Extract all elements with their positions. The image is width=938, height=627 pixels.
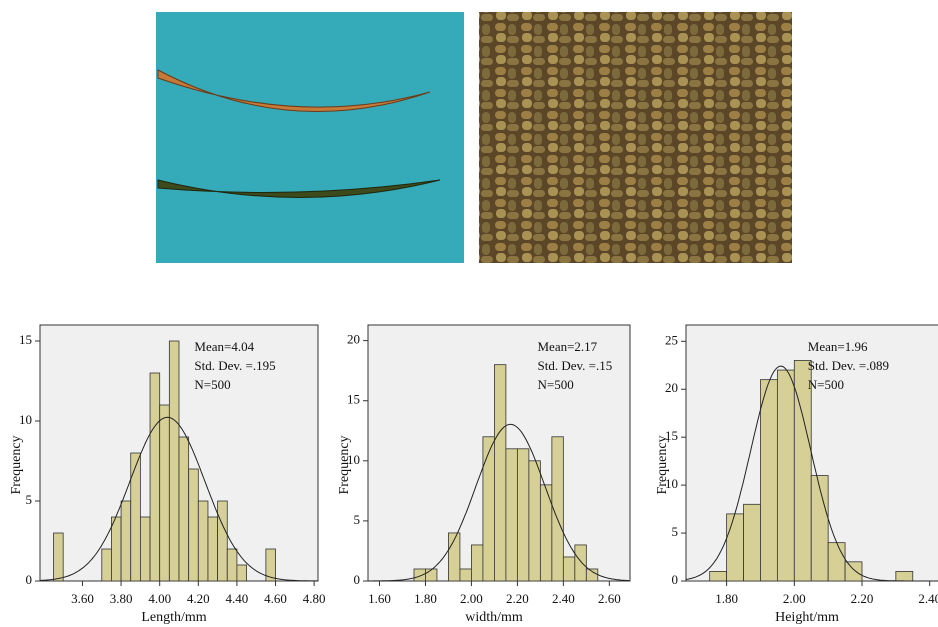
stat-annotation: Mean=4.04 [194, 339, 254, 354]
normal-curve [368, 423, 630, 582]
normal-curve [39, 416, 318, 582]
bar [236, 564, 247, 582]
bar [528, 460, 541, 582]
y-tick-label: 10 [347, 452, 360, 467]
y-tick-label: 5 [672, 524, 679, 539]
bar [895, 571, 914, 582]
bar [471, 544, 484, 582]
stat-annotation: Std. Dev. =.15 [537, 358, 612, 373]
bar [120, 500, 132, 582]
y-axis-title: Frequency [337, 435, 352, 494]
bar [459, 568, 472, 582]
x-tick-label: 1.80 [414, 591, 437, 606]
x-tick-label: 4.60 [264, 591, 287, 606]
bar [226, 548, 238, 582]
bar [494, 364, 507, 582]
bar [827, 542, 846, 582]
x-tick-label: 1.60 [368, 591, 391, 606]
stat-annotation: Mean=1.96 [808, 339, 868, 354]
bar [760, 379, 778, 582]
y-tick-label: 5 [354, 512, 361, 527]
bar [448, 532, 461, 582]
y-tick-label: 15 [347, 392, 360, 407]
normal-curve [685, 365, 938, 582]
x-axis-title: Height/mm [775, 610, 839, 625]
y-axis-title: Frequency [655, 435, 670, 494]
y-tick-label: 10 [19, 412, 32, 427]
bar [53, 532, 64, 582]
bar [793, 360, 812, 582]
y-tick-label: 10 [665, 476, 678, 491]
bar [207, 516, 219, 582]
y-tick-label: 25 [665, 332, 678, 347]
bar [188, 468, 199, 582]
bar [159, 404, 170, 582]
y-tick-label: 15 [19, 332, 32, 347]
bar [130, 452, 141, 582]
bar [168, 340, 180, 582]
bar [413, 568, 426, 582]
stat-annotation: Std. Dev. =.089 [808, 358, 889, 373]
stat-annotation: Mean=2.17 [537, 339, 597, 354]
seed-photo [479, 12, 792, 263]
bar [844, 561, 863, 582]
y-tick-label: 0 [672, 572, 679, 587]
y-tick-label: 15 [665, 428, 678, 443]
bar [810, 475, 829, 582]
bar [101, 548, 112, 582]
bar [574, 544, 587, 582]
bar [482, 436, 495, 582]
bar [425, 568, 438, 582]
bar [585, 568, 599, 582]
x-tick-label: 2.20 [851, 591, 874, 606]
bar [709, 571, 728, 582]
y-tick-label: 5 [26, 492, 33, 507]
x-tick-label: 2.60 [598, 591, 621, 606]
y-tick-label: 0 [26, 572, 33, 587]
x-tick-label: 3.80 [110, 591, 133, 606]
x-tick-label: 2.40 [918, 591, 938, 606]
x-tick-label: 2.40 [552, 591, 575, 606]
x-tick-label: 2.00 [783, 591, 806, 606]
bar [111, 516, 122, 582]
stat-annotation: N=500 [537, 377, 573, 392]
bar [516, 448, 530, 582]
bar [726, 513, 744, 582]
bar [197, 500, 209, 582]
y-tick-label: 20 [347, 332, 360, 347]
x-tick-label: 3.60 [71, 591, 94, 606]
x-tick-label: 2.20 [506, 591, 529, 606]
stat-annotation: N=500 [194, 377, 230, 392]
x-tick-label: 4.00 [148, 591, 171, 606]
bar [551, 436, 564, 582]
bar [505, 448, 518, 582]
stat-annotation: Std. Dev. =.195 [194, 358, 275, 373]
bar [776, 369, 795, 582]
x-tick-label: 4.80 [303, 591, 326, 606]
x-tick-label: 4.20 [187, 591, 210, 606]
charts: 0 5 10 15 3.60 3.80 4.00 4.20 4.40 4.60 4.80 Length… [9, 324, 938, 625]
bar [149, 372, 161, 582]
bar [265, 548, 276, 582]
x-axis-title: width/mm [465, 610, 523, 625]
x-tick-label: 4.40 [226, 591, 249, 606]
y-axis-title: Frequency [9, 435, 24, 494]
x-tick-label: 2.00 [460, 591, 483, 606]
y-tick-label: 20 [665, 380, 678, 395]
bar [743, 503, 761, 582]
bar [562, 556, 576, 582]
pod-photo [156, 12, 464, 263]
bar [178, 436, 190, 582]
stat-annotation: N=500 [808, 377, 844, 392]
x-tick-label: 1.80 [715, 591, 738, 606]
y-tick-label: 0 [354, 572, 361, 587]
bar [217, 500, 228, 582]
x-axis-title: Length/mm [141, 610, 206, 625]
bar [139, 516, 151, 582]
